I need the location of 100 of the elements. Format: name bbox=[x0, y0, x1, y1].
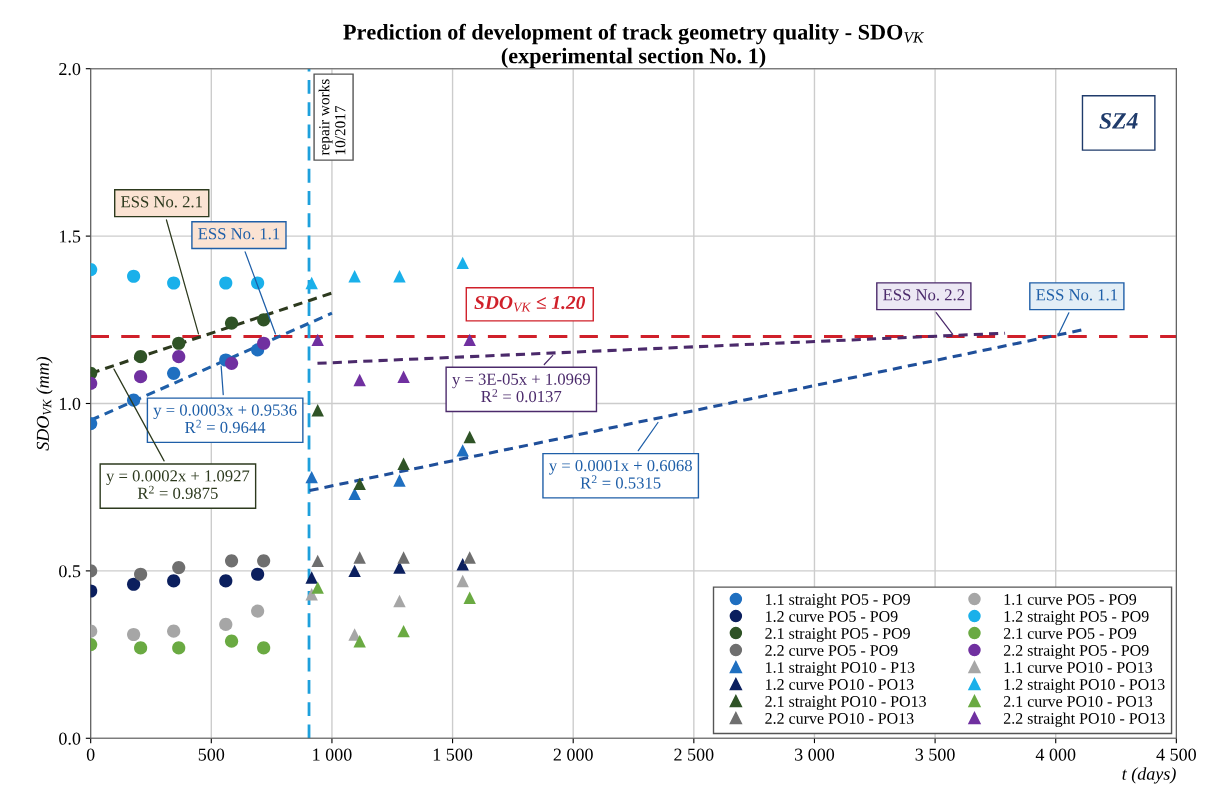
point bbox=[224, 554, 239, 568]
point bbox=[167, 574, 181, 588]
legend-label: 2.1 curve PO5 - PO9 bbox=[1003, 628, 1137, 639]
annotation: ESS No. 2.1 bbox=[121, 196, 202, 208]
point bbox=[456, 557, 469, 571]
legend-label: 1.2 curve PO5 - PO9 bbox=[766, 611, 898, 622]
point bbox=[224, 634, 239, 648]
point bbox=[172, 350, 186, 364]
point bbox=[456, 256, 469, 270]
legend-label: 1.1 curve PO5 - PO9 bbox=[1004, 594, 1137, 605]
legend-label: 2.2 straight PO10 - PO13 bbox=[1003, 712, 1165, 728]
point bbox=[311, 403, 324, 417]
point bbox=[463, 333, 476, 347]
legend-label: 2.1 straight PO5 - PO9 bbox=[765, 627, 910, 643]
point bbox=[172, 336, 186, 350]
point bbox=[397, 624, 410, 638]
y-tick-label: 1.5 bbox=[59, 230, 81, 243]
point bbox=[348, 564, 361, 578]
point bbox=[305, 470, 318, 484]
x-axis-title: t (days) bbox=[1122, 767, 1176, 784]
legend-label: 2.1 curve PO10 - PO13 bbox=[1003, 696, 1153, 707]
point bbox=[397, 551, 410, 564]
y-tick-label: 0.0 bbox=[59, 732, 81, 745]
point bbox=[305, 276, 318, 290]
point bbox=[134, 350, 148, 364]
point bbox=[172, 641, 186, 655]
point bbox=[348, 487, 361, 501]
legend-label: 1.1 straight PO10 - P13 bbox=[766, 661, 915, 677]
point bbox=[463, 591, 476, 604]
annotation: ESS No. 2.2 bbox=[883, 289, 965, 301]
ref-line-label: SDO$_{VK}$ ≤ 1.20 bbox=[474, 295, 586, 312]
x-tick-label: 2 000 bbox=[553, 748, 593, 761]
x-tick-label: 500 bbox=[198, 748, 225, 761]
point bbox=[463, 430, 476, 444]
legend-label: 1.2 straight PO10 - PO13 bbox=[1004, 678, 1165, 694]
point bbox=[219, 276, 233, 290]
x-tick-label: 4 000 bbox=[1035, 748, 1076, 761]
point bbox=[134, 641, 148, 655]
legend-label: 2.2 curve PO5 - PO9 bbox=[765, 645, 898, 656]
annotation: SZ4 bbox=[1099, 112, 1138, 129]
point bbox=[397, 370, 410, 383]
point bbox=[257, 641, 271, 655]
point bbox=[353, 477, 366, 491]
ref-line-label: repair works 10/2017 bbox=[318, 79, 346, 156]
annotation: y = 0.0003x + 0.9536 R$^{2}$ = 0.9644 bbox=[153, 404, 297, 434]
x-tick-label: 3 000 bbox=[795, 748, 835, 761]
point bbox=[353, 551, 366, 564]
x-tick-label: 0 bbox=[86, 748, 95, 761]
point bbox=[167, 624, 181, 638]
point bbox=[393, 594, 406, 608]
point bbox=[463, 551, 476, 564]
annotation: y = 0.0001x + 0.6068 R$^{2}$ = 0.5315 bbox=[548, 459, 692, 489]
point bbox=[305, 588, 318, 601]
point bbox=[305, 571, 318, 584]
x-tick-label: 1 000 bbox=[313, 748, 352, 761]
point bbox=[224, 316, 239, 330]
legend-label: 2.2 straight PO5 - PO9 bbox=[1003, 644, 1149, 660]
point bbox=[257, 313, 271, 327]
y-tick-label: 1.0 bbox=[59, 397, 81, 411]
legend-label: 1.1 curve PO10 - PO13 bbox=[1004, 662, 1153, 673]
point bbox=[456, 444, 469, 457]
point bbox=[257, 554, 271, 568]
point bbox=[348, 270, 361, 283]
annotation: ESS No. 1.1 bbox=[1036, 289, 1118, 301]
legend-label: 1.2 curve PO10 - PO13 bbox=[766, 679, 914, 690]
y-tick-label: 0.5 bbox=[59, 565, 81, 578]
point bbox=[397, 457, 410, 470]
point bbox=[251, 567, 265, 581]
point bbox=[311, 554, 324, 568]
point bbox=[311, 581, 324, 594]
point bbox=[257, 336, 271, 350]
x-tick-label: 4 500 bbox=[1156, 748, 1196, 761]
point bbox=[167, 276, 181, 290]
point bbox=[456, 574, 469, 588]
point bbox=[353, 634, 366, 648]
point bbox=[393, 270, 406, 283]
x-tick-label: 2 500 bbox=[674, 748, 714, 761]
annotation: ESS No. 1.1 bbox=[198, 228, 280, 240]
legend-label: 1.2 straight PO5 - PO9 bbox=[1004, 610, 1149, 626]
chart-title: Prediction of development of track geometry quality - SDO$_{VK}$ (experimental section No. 1) bbox=[343, 23, 925, 68]
point bbox=[224, 356, 239, 370]
legend-label: 1.1 straight PO5 - PO9 bbox=[766, 593, 910, 609]
point bbox=[134, 370, 148, 384]
x-tick-label: 1 500 bbox=[433, 748, 473, 761]
y-axis-title: SDO$_{VK}$ (mm) bbox=[36, 356, 53, 451]
y-tick-label: 2.0 bbox=[59, 62, 81, 76]
point bbox=[311, 333, 324, 347]
point bbox=[219, 574, 233, 588]
point bbox=[353, 373, 366, 387]
annotation: y = 0.0002x + 1.0927 R$^{2}$ = 0.9875 bbox=[106, 470, 250, 499]
x-tick-label: 3 500 bbox=[915, 748, 955, 761]
point bbox=[127, 627, 141, 642]
point bbox=[219, 617, 233, 632]
point bbox=[127, 577, 141, 591]
legend-label: 2.2 curve PO10 - PO13 bbox=[765, 713, 914, 724]
point bbox=[393, 474, 406, 487]
point bbox=[251, 604, 265, 618]
point bbox=[127, 269, 141, 283]
annotation: y = 3E-05x + 1.0969 R$^{2}$ = 0.0137 bbox=[452, 373, 590, 403]
point bbox=[134, 567, 148, 581]
